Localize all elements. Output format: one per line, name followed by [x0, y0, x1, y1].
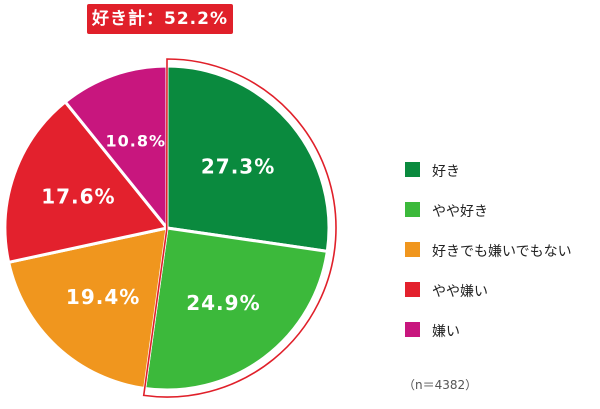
legend-label-somewhat-dislike: やや嫌い [432, 284, 488, 300]
pie-slice-neutral [7, 226, 169, 390]
legend-label-like: 好き [432, 164, 460, 180]
legend-swatch-somewhat-like [405, 202, 420, 217]
legend-swatch-like [405, 162, 420, 177]
legend-label-neutral: 好きでも嫌いでもない [432, 244, 572, 260]
total-like-callout: 好き計：52.2% [87, 4, 233, 34]
slice-value-label-somewhat-dislike: 17.6% [41, 185, 115, 209]
pie-slice-dislike [63, 64, 169, 230]
slice-value-label-somewhat-like: 24.9% [186, 291, 260, 315]
slice-value-label-dislike: 10.8% [105, 131, 166, 150]
slice-value-label-like: 27.3% [201, 155, 275, 179]
slice-value-label-neutral: 19.4% [66, 285, 140, 309]
pie-slice-somewhat-dislike [3, 100, 169, 264]
legend-swatch-dislike [405, 322, 420, 337]
legend-label-dislike: 嫌い [432, 324, 460, 340]
pie-slice-like [165, 64, 331, 253]
sample-size-note: （n＝4382） [403, 378, 478, 392]
legend-swatch-somewhat-dislike [405, 282, 420, 297]
legend-swatch-neutral [405, 242, 420, 257]
highlight-outline-like-group [142, 58, 337, 398]
pie-slice-somewhat-like [143, 226, 329, 392]
legend-label-somewhat-like: やや好き [432, 204, 488, 220]
